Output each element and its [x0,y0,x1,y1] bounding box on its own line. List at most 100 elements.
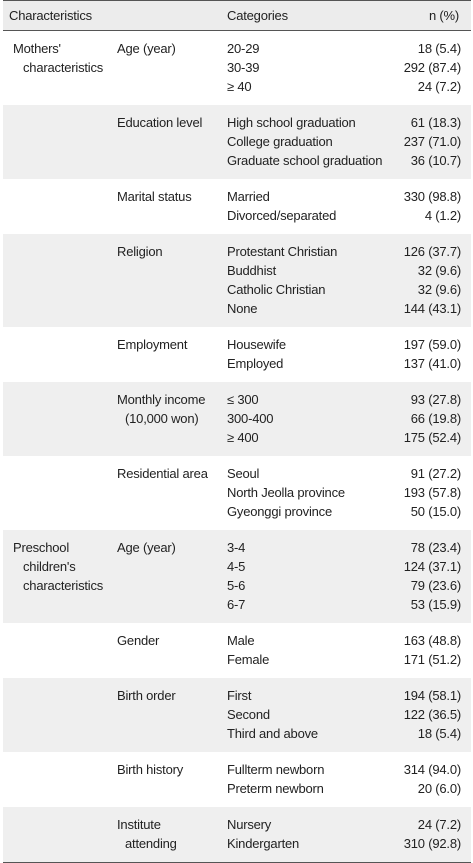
category-label: Housewife [227,337,286,352]
count-percent-value: 314 (94.0) [403,762,461,777]
count-percent-value: 175 (52.4) [403,430,461,445]
category-label: 20-29 [227,41,260,56]
group-label-cell [3,234,111,327]
count-percent-value: 18 (5.4) [417,726,461,741]
category-label: Catholic Christian [227,282,326,297]
table-row: Birth order First Second Third and above 194… [3,678,471,752]
characteristic-label: Education level [117,115,203,130]
group-label-line: Mothers' [13,41,61,56]
characteristic-label: Marital status [117,189,192,204]
categories-cell: Fullterm newborn Preterm newborn [221,752,395,807]
count-percent-value: 122 (36.5) [403,707,461,722]
count-percent-value: 32 (9.6) [417,282,461,297]
count-percent-value: 66 (19.8) [410,411,461,426]
count-percent-value: 20 (6.0) [417,781,461,796]
category-label: Preterm newborn [227,781,324,796]
characteristic-label: Institute [117,817,161,832]
group-label-cell [3,327,111,382]
category-label: Nursery [227,817,272,832]
categories-cell: Married Divorced/separated [221,179,395,234]
characteristic-cell: Religion [111,234,221,327]
categories-cell: Seoul North Jeolla province Gyeonggi provi… [221,456,395,530]
values-cell: 61 (18.3) 237 (71.0) 36 (10.7) [395,105,471,179]
category-label: 30-39 [227,60,260,75]
characteristic-label: Religion [117,244,163,259]
group-label-cell [3,382,111,456]
header-characteristics: Characteristics [3,0,221,31]
table-row: Monthly income (10,000 won) ≤ 300 300-400 ≥ … [3,382,471,456]
header-categories: Categories [221,0,395,31]
count-percent-value: 18 (5.4) [417,41,461,56]
group-label-line: characteristics [23,578,104,593]
group-label-cell [3,105,111,179]
categories-cell: Housewife Employed [221,327,395,382]
characteristic-label: Age (year) [117,540,176,555]
values-cell: 314 (94.0) 20 (6.0) [395,752,471,807]
count-percent-value: 171 (51.2) [403,652,461,667]
group-label-line: characteristics [23,60,104,75]
count-percent-value: 194 (58.1) [403,688,461,703]
category-label: Female [227,652,270,667]
count-percent-value: 4 (1.2) [424,208,461,223]
characteristic-label: Age (year) [117,41,176,56]
values-cell: 126 (37.7) 32 (9.6) 32 (9.6) 144 (43.1) [395,234,471,327]
values-cell: 93 (27.8) 66 (19.8) 175 (52.4) [395,382,471,456]
count-percent-value: 36 (10.7) [410,153,461,168]
category-label: 300-400 [227,411,274,426]
table-row: Preschool children's characteristics Age (y… [3,530,471,623]
header-n-percent: n (%) [394,0,471,31]
category-label: 6-7 [227,597,246,612]
count-percent-value: 144 (43.1) [403,301,461,316]
group-label-cell: Mothers' characteristics [3,31,111,106]
category-label: Seoul [227,466,260,481]
category-label: Graduate school graduation [227,153,383,168]
values-cell: 91 (27.2) 193 (57.8) 50 (15.0) [395,456,471,530]
characteristic-label: Employment [117,337,188,352]
table-row: Employment Housewife Employed 197 (59.0) 137… [3,327,471,382]
count-percent-value: 292 (87.4) [403,60,461,75]
characteristic-cell: Institute attending [111,807,221,863]
count-percent-value: 79 (23.6) [410,578,461,593]
values-cell: 330 (98.8) 4 (1.2) [395,179,471,234]
group-label-cell: Preschool children's characteristics [3,530,111,623]
characteristic-label: Residential area [117,466,208,481]
table-row: Birth history Fullterm newborn Preterm new… [3,752,471,807]
count-percent-value: 24 (7.2) [417,817,461,832]
categories-cell: ≤ 300 300-400 ≥ 400 [221,382,395,456]
count-percent-value: 137 (41.0) [403,356,461,371]
count-percent-value: 61 (18.3) [410,115,461,130]
characteristic-label: Gender [117,633,160,648]
category-label: Protestant Christian [227,244,338,259]
characteristic-cell: Monthly income (10,000 won) [111,382,221,456]
table-header: Characteristics Categories n (%) [3,0,471,31]
category-label: 5-6 [227,578,246,593]
category-label: College graduation [227,134,333,149]
category-label: Kindergarten [227,836,300,851]
characteristics-table: Characteristics Categories n (%) Mothers… [3,0,471,863]
characteristic-cell: Age (year) [111,530,221,623]
values-cell: 194 (58.1) 122 (36.5) 18 (5.4) [395,678,471,752]
values-cell: 24 (7.2) 310 (92.8) [394,807,471,863]
characteristic-cell: Birth order [111,678,221,752]
category-label: Second [227,707,270,722]
count-percent-value: 124 (37.1) [403,559,461,574]
category-label: ≥ 40 [227,79,252,94]
count-percent-value: 93 (27.8) [410,392,461,407]
characteristic-cell: Age (year) [111,31,221,106]
category-label: None [227,301,258,316]
table-row: Mothers' characteristics Age (year) 20-29 30… [3,31,471,106]
values-cell: 197 (59.0) 137 (41.0) [395,327,471,382]
document: Characteristics Categories n (%) Mothers… [3,0,471,863]
categories-cell: 20-29 30-39 ≥ 40 [221,31,395,106]
group-label-cell [3,623,111,678]
count-percent-value: 310 (92.8) [403,836,461,851]
count-percent-value: 78 (23.4) [410,540,461,555]
category-label: Third and above [227,726,318,741]
categories-cell: High school graduation College graduation… [221,105,395,179]
group-label-cell [3,807,111,863]
group-label-line: children's [23,559,76,574]
count-percent-value: 193 (57.8) [403,485,461,500]
categories-cell: Male Female [221,623,395,678]
count-percent-value: 32 (9.6) [417,263,461,278]
count-percent-value: 53 (15.9) [410,597,461,612]
